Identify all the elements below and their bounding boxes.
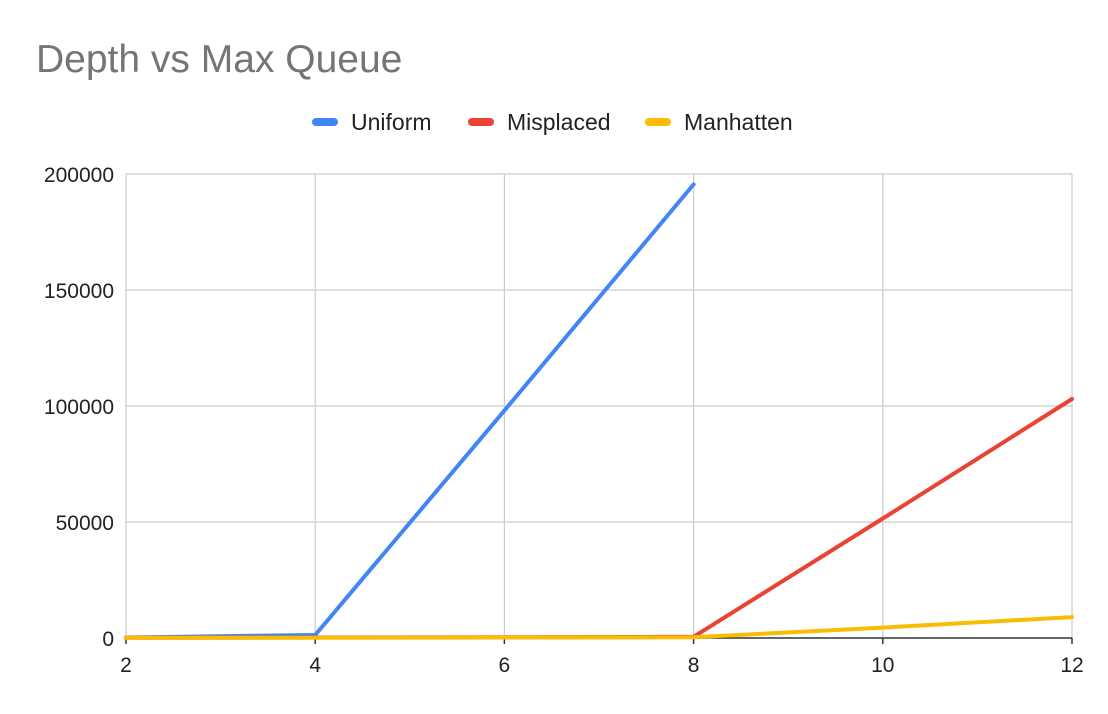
series-line-uniform: [124, 182, 696, 640]
x-tick-label: 10: [871, 654, 894, 677]
y-axis: 0 50000 100000 150000 200000: [44, 164, 114, 651]
legend-swatch-misplaced: [468, 118, 494, 126]
legend-swatch-uniform: [312, 118, 338, 126]
y-tick-label: 150000: [44, 280, 114, 303]
chart-title: Depth vs Max Queue: [36, 38, 403, 81]
y-tick-label: 200000: [44, 164, 114, 187]
series-lines: [124, 182, 1074, 640]
y-tick-label: 50000: [56, 512, 114, 535]
x-tick-label: 4: [309, 654, 321, 677]
legend-item-uniform[interactable]: Uniform: [312, 106, 432, 138]
legend: Uniform Misplaced Manhatten: [0, 106, 1108, 138]
x-tick-label: 12: [1060, 654, 1083, 677]
legend-label-uniform: Uniform: [351, 108, 432, 135]
legend-item-manhatten[interactable]: Manhatten: [645, 106, 793, 138]
y-tick-label: 100000: [44, 396, 114, 419]
legend-label-misplaced: Misplaced: [507, 108, 611, 135]
x-tick-label: 6: [499, 654, 511, 677]
grid: [125, 173, 1073, 638]
series-line-misplaced: [124, 397, 1074, 640]
x-axis: 2 4 6 8 10 12: [120, 637, 1084, 677]
y-tick-label: 0: [102, 628, 114, 651]
legend-label-manhatten: Manhatten: [684, 108, 793, 135]
x-tick-label: 8: [688, 654, 700, 677]
legend-item-misplaced[interactable]: Misplaced: [468, 106, 611, 138]
legend-swatch-manhatten: [645, 118, 671, 126]
series-line-manhatten: [124, 615, 1074, 640]
x-tick-label: 2: [120, 654, 132, 677]
